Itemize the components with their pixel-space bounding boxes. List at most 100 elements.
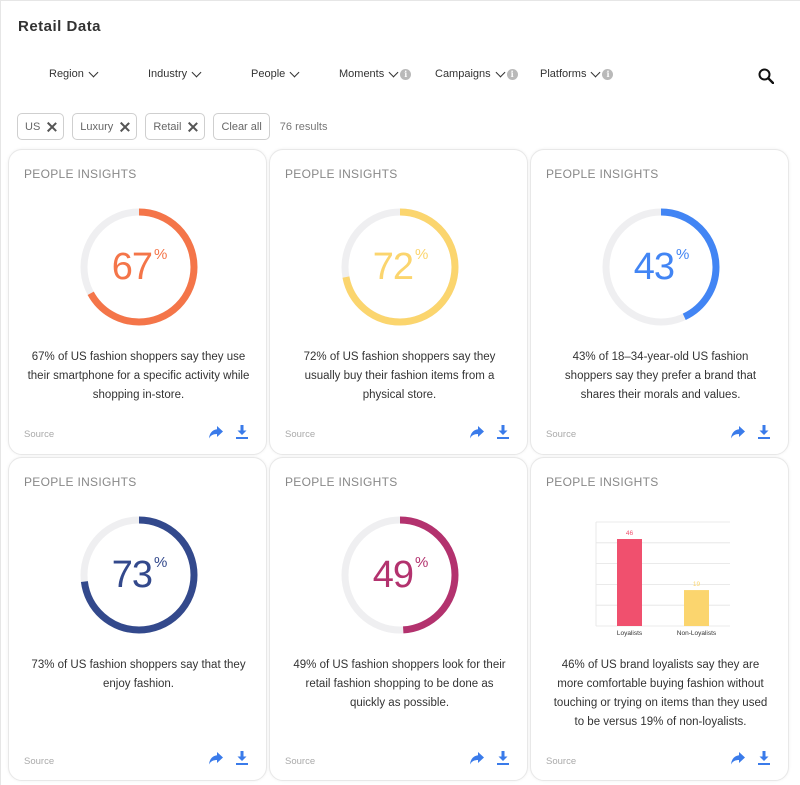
chip-label: US [25, 120, 41, 133]
donut-chart [80, 516, 198, 634]
insight-card: PEOPLE INSIGHTS 73% 73% of US fashion sh… [8, 457, 267, 781]
value-number: 72 [372, 245, 414, 288]
card-kicker: PEOPLE INSIGHTS [546, 167, 659, 181]
filter-platforms[interactable]: Platforms i [540, 62, 614, 86]
card-description: 73% of US fashion shoppers say that they… [31, 659, 246, 690]
bar [684, 590, 709, 626]
donut-value: 67% [78, 206, 200, 328]
card-kicker: PEOPLE INSIGHTS [546, 475, 659, 489]
filter-industry[interactable]: Industry [148, 62, 202, 86]
card-description: 43% of 18–34-year-old US fashion shopper… [564, 351, 757, 401]
percent-sign: % [153, 554, 167, 571]
chevron-down-icon [191, 67, 202, 77]
bar-chart: 46 Loyalists 19 Non-Loyalists [595, 521, 730, 637]
filter-label: People [251, 68, 286, 80]
active-filter-chips: US Luxury Retail Clear all 76 results [17, 113, 328, 140]
donut-arc [341, 208, 459, 326]
card-description: 67% of US fashion shoppers say they use … [27, 351, 250, 401]
category-label: Loyalists [617, 630, 643, 637]
chevron-down-icon [289, 67, 300, 77]
card-description: 46% of US brand loyalists say they are m… [553, 659, 768, 728]
insight-card: PEOPLE INSIGHTS 67% 67% of US fashion sh… [8, 149, 267, 455]
chevron-down-icon [88, 67, 99, 77]
filter-label: Platforms [540, 68, 587, 80]
percent-sign: % [153, 246, 167, 263]
value-number: 67 [111, 245, 153, 288]
share-icon[interactable] [208, 424, 224, 440]
source-link[interactable]: Source [546, 429, 577, 440]
insight-card-bar: PEOPLE INSIGHTS 46 Loyalists 19 Non-Loyalis… [530, 457, 789, 781]
chevron-down-icon [495, 67, 506, 77]
source-link[interactable]: Source [546, 756, 577, 767]
donut-arc [80, 208, 198, 326]
chip-us[interactable]: US [17, 113, 65, 140]
clear-all-button[interactable]: Clear all [213, 113, 270, 140]
card-description: 49% of US fashion shoppers look for thei… [293, 659, 506, 709]
donut-arc [341, 516, 459, 634]
share-icon[interactable] [208, 750, 224, 766]
close-icon[interactable] [120, 122, 130, 132]
share-icon[interactable] [730, 750, 746, 766]
insight-card: PEOPLE INSIGHTS 43% 43% of 18–34-year-ol… [530, 149, 789, 455]
bar [617, 539, 642, 626]
download-icon[interactable] [234, 750, 250, 766]
chip-label: Retail [153, 120, 182, 133]
donut-chart [602, 208, 720, 326]
source-link[interactable]: Source [285, 756, 316, 767]
download-icon[interactable] [234, 424, 250, 440]
donut-value: 43% [600, 206, 722, 328]
donut-value: 49% [339, 514, 461, 636]
filter-label: Moments [339, 68, 385, 80]
card-description: 72% of US fashion shoppers say they usua… [303, 351, 496, 401]
chevron-down-icon [388, 67, 399, 77]
page-title: Retail Data [18, 18, 102, 35]
source-link[interactable]: Source [24, 429, 55, 440]
donut-value: 73% [78, 514, 200, 636]
download-icon[interactable] [495, 424, 511, 440]
card-kicker: PEOPLE INSIGHTS [285, 475, 398, 489]
source-link[interactable]: Source [285, 429, 316, 440]
download-icon[interactable] [495, 750, 511, 766]
donut-value: 72% [339, 206, 461, 328]
chip-luxury[interactable]: Luxury [72, 113, 138, 140]
chevron-down-icon [591, 67, 601, 77]
download-icon[interactable] [756, 424, 772, 440]
value-number: 73 [111, 553, 153, 596]
source-link[interactable]: Source [24, 756, 55, 767]
donut-arc [602, 208, 720, 326]
category-label: Non-Loyalists [677, 630, 717, 637]
filter-people[interactable]: People [251, 62, 300, 86]
filter-label: Industry [148, 68, 188, 80]
chip-retail[interactable]: Retail [145, 113, 206, 140]
percent-sign: % [675, 246, 689, 263]
filter-bar: Region Industry People Moments i Campaig… [0, 62, 800, 86]
info-icon[interactable]: i [400, 68, 412, 80]
close-icon[interactable] [188, 122, 198, 132]
filter-label: Region [49, 68, 84, 80]
filter-moments[interactable]: Moments i [339, 62, 412, 86]
close-icon[interactable] [47, 122, 57, 132]
filter-campaigns[interactable]: Campaigns i [435, 62, 518, 86]
insight-card: PEOPLE INSIGHTS 72% 72% of US fashion sh… [269, 149, 528, 455]
share-icon[interactable] [730, 424, 746, 440]
info-icon[interactable]: i [506, 68, 518, 80]
insight-card: PEOPLE INSIGHTS 49% 49% of US fashion sh… [269, 457, 528, 781]
card-kicker: PEOPLE INSIGHTS [285, 167, 398, 181]
donut-chart [80, 208, 198, 326]
filter-region[interactable]: Region [49, 62, 99, 86]
info-icon[interactable]: i [602, 68, 614, 80]
search-icon[interactable] [758, 68, 774, 84]
card-kicker: PEOPLE INSIGHTS [24, 475, 137, 489]
filter-label: Campaigns [435, 68, 491, 80]
card-kicker: PEOPLE INSIGHTS [24, 167, 137, 181]
share-icon[interactable] [469, 750, 485, 766]
percent-sign: % [414, 554, 428, 571]
results-count: 76 results [279, 120, 328, 133]
share-icon[interactable] [469, 424, 485, 440]
bar-value-label: 46 [626, 530, 634, 537]
value-number: 49 [372, 553, 414, 596]
download-icon[interactable] [756, 750, 772, 766]
donut-chart [341, 208, 459, 326]
percent-sign: % [414, 246, 428, 263]
